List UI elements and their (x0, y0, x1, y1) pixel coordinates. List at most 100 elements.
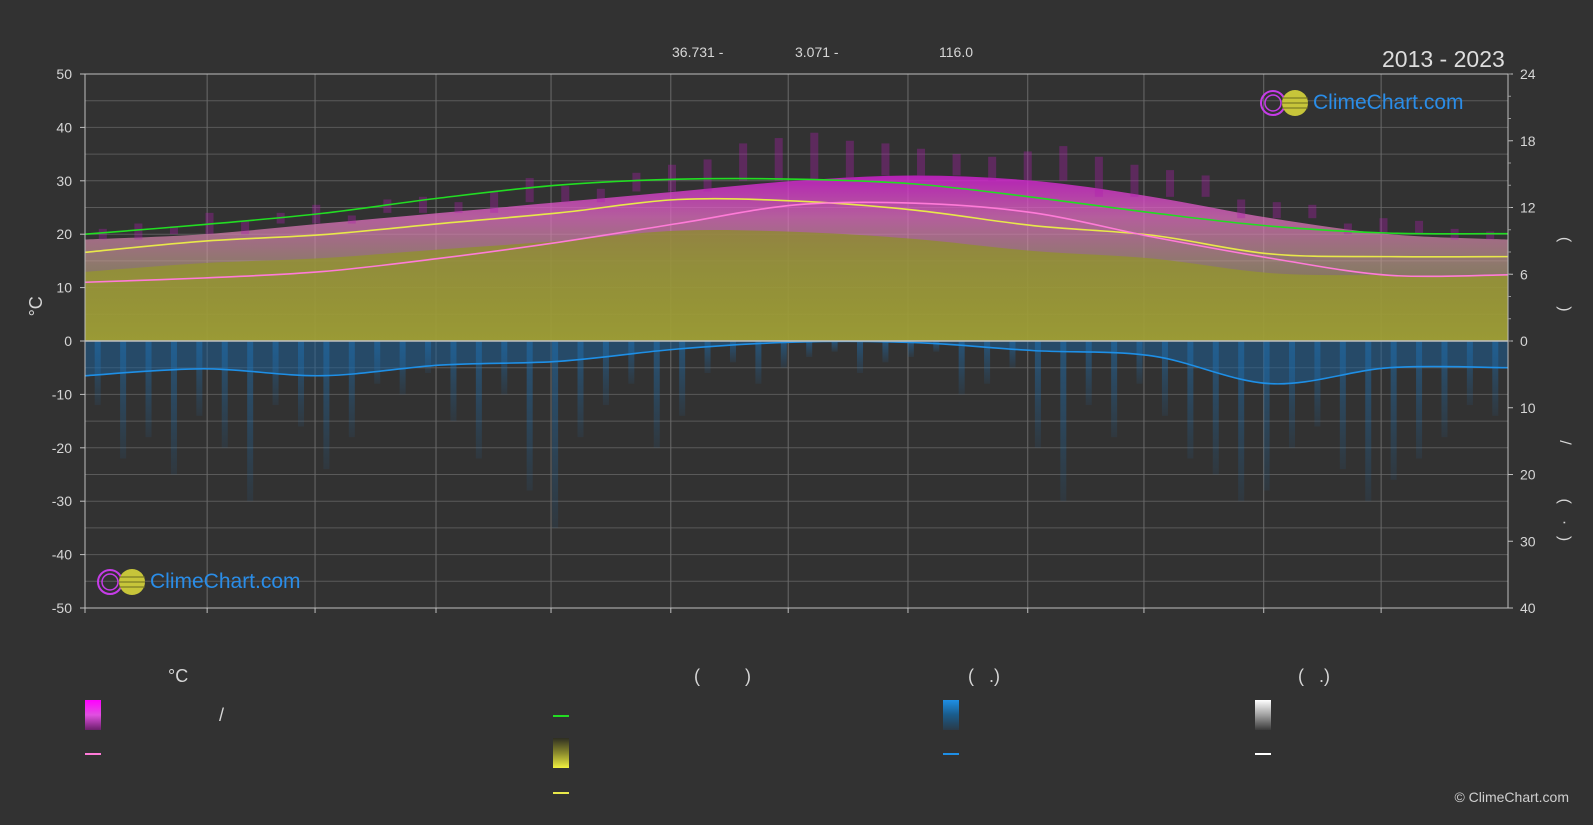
legend-daylight-swatch (553, 715, 569, 717)
precip-spike (552, 341, 559, 528)
precip-spike (1238, 341, 1245, 502)
logo-bottom-left: ClimeChart.com (95, 567, 335, 597)
right-axis-label-glyph: · (1556, 520, 1573, 525)
logo-icon (97, 569, 145, 595)
right-lower-tick-label: 10 (1520, 400, 1536, 416)
x-tick-label: · · (255, 619, 266, 620)
x-tick-label: · · (488, 619, 499, 620)
temp-spike (525, 178, 534, 203)
right-axis-label-glyph: ) (1556, 306, 1573, 311)
precip-spike (577, 341, 584, 438)
precip-spike (1314, 341, 1321, 427)
precipitation-area (85, 341, 1508, 384)
right-upper-tick-label: 0 (1520, 333, 1528, 349)
legend-col1-separator: / (219, 705, 225, 725)
temp-spike (774, 138, 783, 181)
precip-spike (780, 341, 787, 368)
precip-spike (374, 341, 381, 384)
x-tick-label: · · (605, 619, 616, 620)
temp-spike (169, 226, 178, 235)
precip-spike (831, 341, 838, 352)
left-tick-label: -40 (52, 547, 72, 563)
precip-spike (1339, 341, 1346, 470)
chart-axes (80, 73, 1513, 613)
precip-spike (1009, 341, 1016, 368)
precip-spike (348, 341, 355, 438)
copyright: © ClimeChart.com (1454, 789, 1569, 805)
left-tick-label: 30 (56, 173, 72, 189)
temp-spike (1023, 151, 1032, 181)
precip-spike (882, 341, 889, 363)
x-tick-label: · · (842, 619, 853, 620)
temp-spike (988, 156, 997, 181)
right-upper-tick-label: 12 (1520, 200, 1536, 216)
legend-col2-header: ( ) (694, 666, 751, 686)
chart-spikes (94, 132, 1499, 528)
x-tick-label: · · (1198, 619, 1209, 620)
temp-spike (490, 191, 499, 213)
right-upper-tick-label: 24 (1520, 66, 1536, 82)
temp-spike (1486, 231, 1495, 240)
precip-spike (1441, 341, 1448, 438)
precip-spike (653, 341, 660, 448)
precip-spike (729, 341, 736, 363)
temp-spike (810, 132, 819, 181)
precip-spike (1111, 341, 1118, 438)
x-tick-label: · · (962, 619, 973, 620)
legend-temp-range-swatch (85, 700, 101, 730)
sunshine-line (84, 197, 1509, 258)
precip-spike (1263, 341, 1270, 491)
precip-spike (120, 341, 127, 459)
left-tick-label: 20 (56, 226, 72, 242)
left-tick-label: -50 (52, 600, 72, 616)
precip-spike (1187, 341, 1194, 459)
precip-spike (247, 341, 254, 502)
logo-top-right: ClimeChart.com (1258, 88, 1478, 118)
x-tick-label: · · (1080, 619, 1091, 620)
temp-spike (561, 186, 570, 203)
temp-spike (347, 215, 356, 224)
temp-spike (739, 143, 748, 181)
temp-spike (703, 159, 712, 192)
precip-spike (1136, 341, 1143, 384)
left-tick-label: -30 (52, 493, 72, 509)
precip-spike (1365, 341, 1372, 502)
daylight-line (84, 177, 1509, 235)
temp-spike (952, 154, 961, 176)
logo-text: ClimeChart.com (150, 570, 301, 593)
temp-spike (1415, 220, 1424, 235)
temp-spike (1379, 218, 1388, 235)
precip-spike (933, 341, 940, 352)
precip-spike (1466, 341, 1473, 406)
precip-spike (755, 341, 762, 384)
precip-spike (1085, 341, 1092, 406)
legend-snow-swatch (1255, 700, 1271, 730)
legend-sunshine-swatch (553, 738, 569, 768)
temp-spike (1166, 170, 1175, 197)
temp-spike (917, 148, 926, 176)
precip-spike (628, 341, 635, 384)
precip-spike (323, 341, 330, 470)
precip-spike (984, 341, 991, 384)
x-tick-label: · · (1317, 619, 1328, 620)
coord-longitude: 3.071 - (795, 44, 839, 60)
precip-spike (145, 341, 152, 438)
temp-spike (596, 188, 605, 203)
chart-lines (84, 177, 1509, 385)
temp-spike (1308, 204, 1317, 219)
precip-spike (94, 341, 101, 406)
left-axis-label: °C (26, 296, 46, 316)
logo-text: ClimeChart.com (1313, 91, 1464, 114)
legend-col4-header: ( .) (1298, 666, 1330, 686)
precip-spike (857, 341, 864, 374)
precip-spike (399, 341, 406, 395)
temp-spike (1201, 175, 1210, 197)
right-upper-tick-label: 6 (1520, 266, 1528, 282)
temp-spike (454, 202, 463, 213)
legend-snow-line-swatch (1255, 753, 1271, 755)
temperature-line (84, 201, 1509, 284)
legend-col3-header: ( .) (968, 666, 1000, 686)
precip-spike (1390, 341, 1397, 480)
legend-sunshine-line-swatch (553, 792, 569, 794)
precip-spike (526, 341, 533, 491)
